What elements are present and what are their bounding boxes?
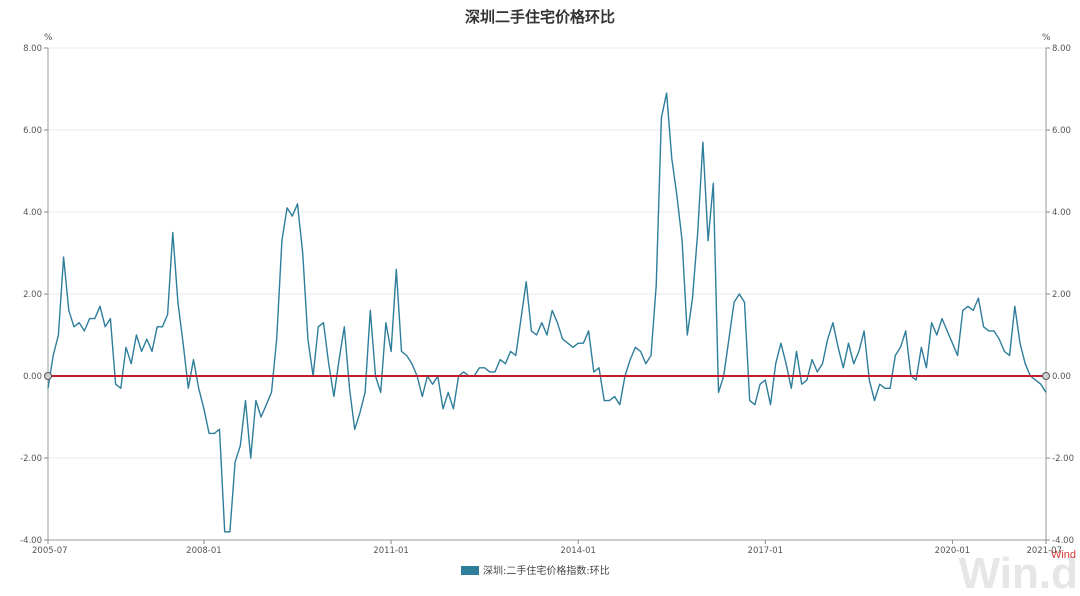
- x-tick-label: 2014-01: [560, 546, 596, 556]
- y-tick-label: 6.00: [23, 126, 42, 136]
- wind-watermark-large: Win.d: [959, 549, 1078, 596]
- legend-label: 深圳:二手住宅价格指数:环比: [483, 564, 610, 577]
- y-tick-label: -2.00: [20, 454, 42, 464]
- y-tick-label: 4.00: [23, 208, 42, 218]
- chart-title: 深圳二手住宅价格环比: [465, 8, 615, 26]
- y-tick-label: -2.00: [1052, 454, 1074, 464]
- x-tick-label: 2008-01: [186, 546, 222, 556]
- y-tick-label: 6.00: [1052, 126, 1071, 136]
- x-axis: 2005-07 2008-01 2011-01 2014-01 2017-01 2020-…: [32, 539, 1062, 556]
- x-tick-label: 2005-07: [32, 546, 68, 556]
- y-tick-label: 4.00: [1052, 208, 1071, 218]
- x-tick-label: 2021-07: [1026, 546, 1062, 556]
- y-axis-right: 8.00 6.00 4.00 2.00 0.00 -2.00 -4.00: [1045, 44, 1074, 546]
- y-tick-label: 0.00: [1052, 372, 1071, 382]
- series-layer: [47, 92, 1047, 533]
- y-tick-label: 8.00: [1052, 44, 1071, 54]
- grid-lines: [48, 47, 1046, 541]
- y-tick-label: -4.00: [1052, 536, 1074, 546]
- y-tick-label: 2.00: [23, 290, 42, 300]
- legend[interactable]: 深圳:二手住宅价格指数:环比: [461, 564, 610, 577]
- reference-line-handle-left: [44, 372, 52, 380]
- x-tick-label: 2020-01: [935, 546, 971, 556]
- y-tick-label: 0.00: [23, 372, 42, 382]
- y-unit-right: %: [1042, 33, 1051, 43]
- reference-line-handle-right: [1042, 372, 1050, 380]
- legend-swatch: [461, 566, 479, 575]
- y-unit-left: %: [44, 33, 53, 43]
- y-tick-label: 2.00: [1052, 290, 1071, 300]
- y-tick-label: -4.00: [20, 536, 42, 546]
- y-tick-label: 8.00: [23, 44, 42, 54]
- x-tick-label: 2017-01: [748, 546, 784, 556]
- series-line: [47, 92, 1047, 533]
- wind-watermark-small: Wind: [1051, 549, 1076, 561]
- reference-line-layer: [44, 372, 1050, 380]
- y-axis-left: 8.00 6.00 4.00 2.00 0.00 -2.00 -4.00: [20, 44, 49, 546]
- x-tick-label: 2011-01: [373, 546, 409, 556]
